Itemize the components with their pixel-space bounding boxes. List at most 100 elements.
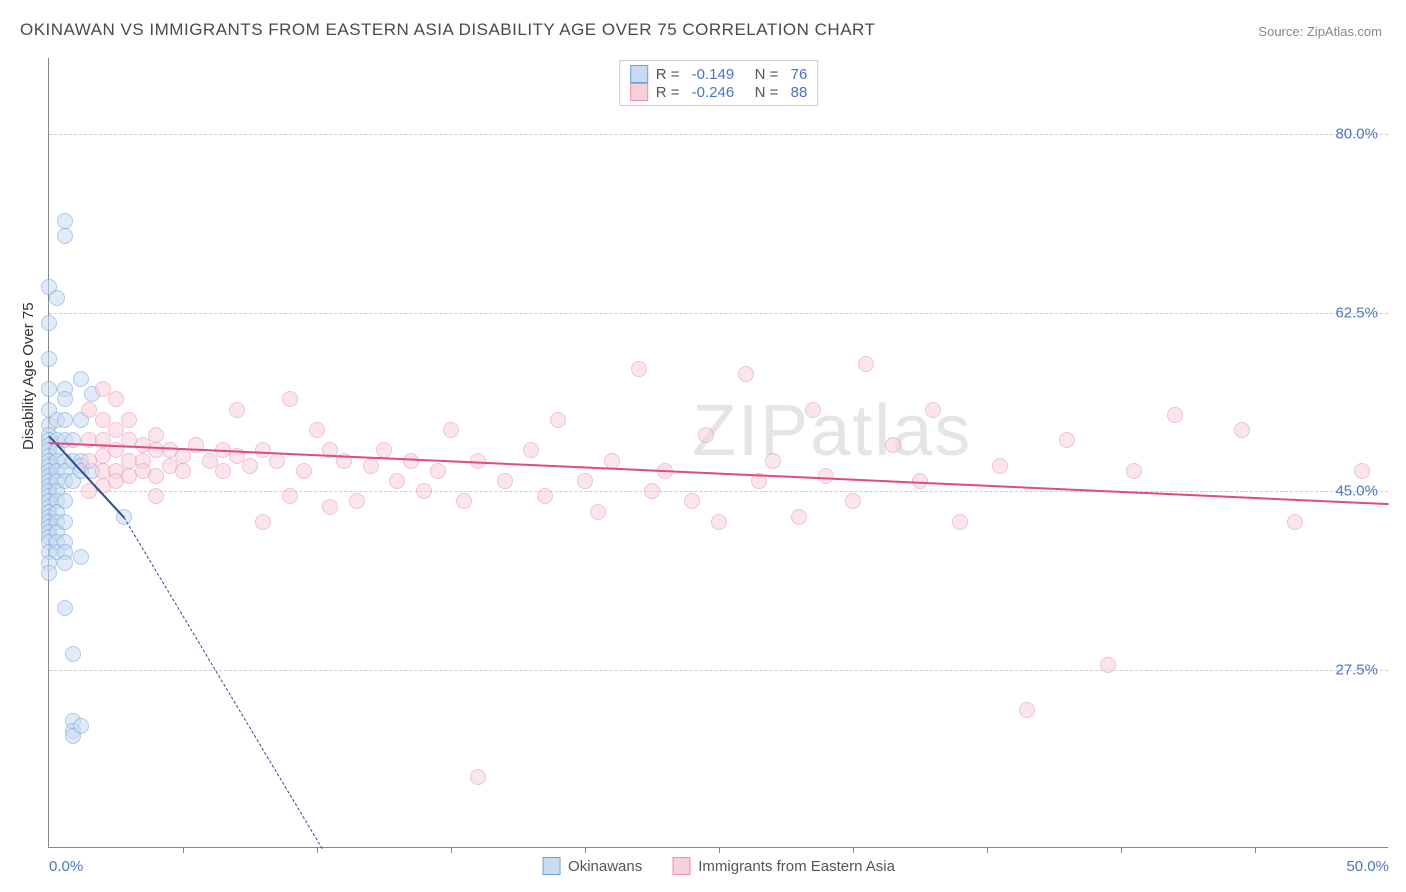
source-link[interactable]: ZipAtlas.com: [1307, 24, 1382, 39]
data-point: [255, 514, 271, 530]
y-tick-label: 27.5%: [1335, 661, 1378, 678]
trend-line: [124, 517, 323, 849]
data-point: [845, 493, 861, 509]
data-point: [269, 453, 285, 469]
data-point: [41, 381, 57, 397]
legend-label: Okinawans: [568, 858, 642, 875]
data-point: [57, 228, 73, 244]
data-point: [1100, 657, 1116, 673]
data-point: [322, 499, 338, 515]
legend-swatch: [630, 65, 648, 83]
y-axis-label: Disability Age Over 75: [20, 302, 37, 450]
data-point: [73, 718, 89, 734]
data-point: [229, 402, 245, 418]
legend-r-value: -0.246: [692, 84, 735, 101]
gridline-h: [49, 134, 1388, 135]
data-point: [41, 565, 57, 581]
data-point: [738, 366, 754, 382]
data-point: [148, 427, 164, 443]
data-point: [65, 646, 81, 662]
trend-line: [49, 442, 1389, 505]
data-point: [242, 458, 258, 474]
y-tick-label: 80.0%: [1335, 126, 1378, 143]
legend-n-value: 88: [791, 84, 808, 101]
legend-swatch: [672, 857, 690, 875]
data-point: [57, 391, 73, 407]
x-tick-label: 0.0%: [49, 858, 83, 875]
correlation-legend: R = -0.149 N = 76R = -0.246 N = 88: [619, 60, 819, 106]
data-point: [416, 483, 432, 499]
legend-n-label: N =: [742, 84, 782, 101]
data-point: [992, 458, 1008, 474]
data-point: [1167, 407, 1183, 423]
legend-n-value: 76: [791, 66, 808, 83]
x-tick-mark: [1255, 847, 1256, 853]
data-point: [1059, 432, 1075, 448]
data-point: [41, 351, 57, 367]
data-point: [1126, 463, 1142, 479]
data-point: [65, 432, 81, 448]
data-point: [41, 315, 57, 331]
x-tick-mark: [317, 847, 318, 853]
legend-row: R = -0.246 N = 88: [630, 83, 808, 101]
data-point: [604, 453, 620, 469]
data-point: [805, 402, 821, 418]
data-point: [57, 412, 73, 428]
data-point: [644, 483, 660, 499]
legend-swatch: [630, 83, 648, 101]
data-point: [282, 488, 298, 504]
data-point: [349, 493, 365, 509]
data-point: [108, 391, 124, 407]
data-point: [49, 290, 65, 306]
legend-row: R = -0.149 N = 76: [630, 65, 808, 83]
data-point: [1019, 702, 1035, 718]
data-point: [282, 391, 298, 407]
data-point: [523, 442, 539, 458]
data-point: [73, 549, 89, 565]
x-tick-mark: [719, 847, 720, 853]
data-point: [537, 488, 553, 504]
data-point: [1234, 422, 1250, 438]
y-tick-label: 62.5%: [1335, 304, 1378, 321]
data-point: [497, 473, 513, 489]
data-point: [148, 468, 164, 484]
legend-n-label: N =: [742, 66, 782, 83]
legend-r-label: R =: [656, 84, 684, 101]
data-point: [684, 493, 700, 509]
source-prefix: Source:: [1258, 24, 1303, 39]
data-point: [952, 514, 968, 530]
data-point: [858, 356, 874, 372]
data-point: [363, 458, 379, 474]
data-point: [57, 514, 73, 530]
data-point: [1354, 463, 1370, 479]
chart-title: OKINAWAN VS IMMIGRANTS FROM EASTERN ASIA…: [20, 20, 875, 40]
data-point: [443, 422, 459, 438]
legend-label: Immigrants from Eastern Asia: [698, 858, 895, 875]
data-point: [818, 468, 834, 484]
data-point: [456, 493, 472, 509]
data-point: [121, 412, 137, 428]
data-point: [57, 213, 73, 229]
data-point: [590, 504, 606, 520]
data-point: [470, 769, 486, 785]
legend-swatch: [542, 857, 560, 875]
data-point: [631, 361, 647, 377]
x-tick-label: 50.0%: [1346, 858, 1389, 875]
data-point: [885, 437, 901, 453]
data-point: [57, 493, 73, 509]
y-tick-label: 45.0%: [1335, 483, 1378, 500]
data-point: [698, 427, 714, 443]
x-tick-mark: [987, 847, 988, 853]
data-point: [711, 514, 727, 530]
gridline-h: [49, 313, 1388, 314]
x-tick-mark: [183, 847, 184, 853]
data-point: [57, 555, 73, 571]
data-point: [73, 371, 89, 387]
data-point: [791, 509, 807, 525]
data-point: [577, 473, 593, 489]
gridline-h: [49, 491, 1388, 492]
data-point: [1287, 514, 1303, 530]
data-point: [765, 453, 781, 469]
plot-area: ZIPatlas R = -0.149 N = 76R = -0.246 N =…: [48, 58, 1388, 848]
legend-item: Immigrants from Eastern Asia: [672, 857, 895, 875]
